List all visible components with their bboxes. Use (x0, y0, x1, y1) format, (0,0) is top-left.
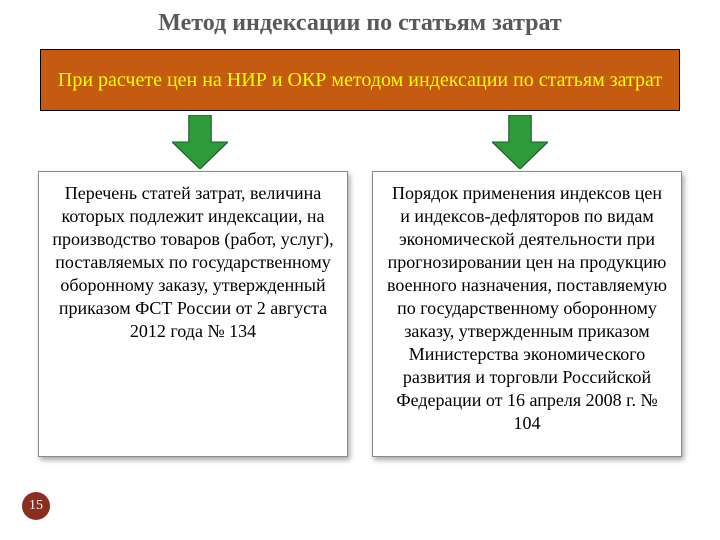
slide-title: Метод индексации по статьям затрат (0, 0, 720, 45)
info-box-right-text: Порядок применения индексов цен и индекс… (387, 183, 667, 433)
arrow-left-wrap (50, 115, 350, 169)
arrow-down-icon (492, 115, 548, 169)
page-number: 15 (22, 492, 50, 520)
arrows-row (40, 115, 680, 169)
header-text: При расчете цен на НИР и ОКР методом инд… (58, 68, 662, 93)
arrow-right-wrap (370, 115, 670, 169)
info-boxes-row: Перечень статей затрат, величина которых… (30, 171, 690, 457)
arrow-down-icon (172, 115, 228, 169)
page-number-value: 15 (29, 498, 43, 514)
header-box: При расчете цен на НИР и ОКР методом инд… (40, 49, 680, 111)
info-box-right: Порядок применения индексов цен и индекс… (372, 171, 682, 457)
info-box-left: Перечень статей затрат, величина которых… (38, 171, 348, 457)
info-box-left-text: Перечень статей затрат, величина которых… (52, 183, 333, 341)
